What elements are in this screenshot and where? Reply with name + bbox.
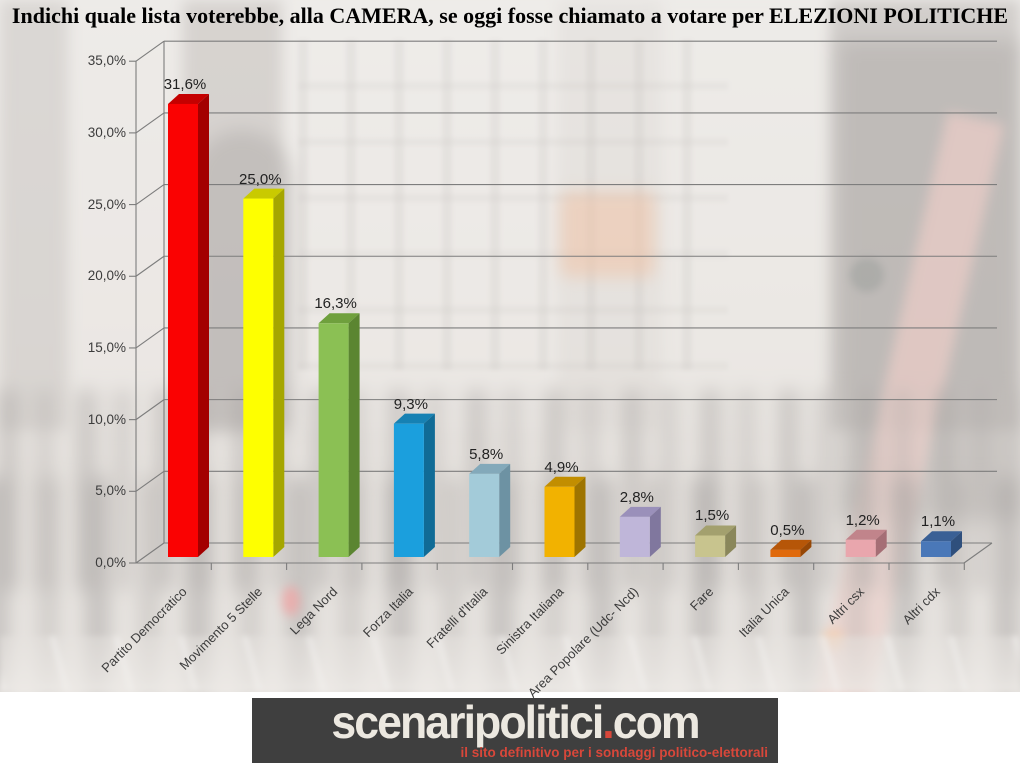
- gridline-depth: [135, 255, 165, 277]
- bar-side-italia-unica: [800, 539, 812, 557]
- y-axis-label: 10,0%: [87, 411, 126, 427]
- bar-side-sinistra-italiana: [574, 476, 586, 557]
- gridline-depth: [135, 327, 165, 349]
- bar-side-forza-italia: [423, 413, 435, 557]
- value-label-altri-cdx: 1,1%: [920, 513, 956, 531]
- bar-top-altri-cdx: [921, 531, 962, 542]
- value-label-area-popolare-udc-ncd: 2,8%: [619, 488, 654, 506]
- value-label-fratelli-d-italia: 5,8%: [469, 445, 504, 463]
- bar-top-forza-italia: [393, 413, 435, 424]
- gridline-depth: [135, 40, 165, 62]
- value-label-forza-italia: 9,3%: [393, 395, 428, 413]
- gridline-depth: [135, 112, 165, 134]
- chart-title: Indichi quale lista voterebbe, alla CAME…: [11, 3, 1009, 28]
- bar-fare: [695, 535, 726, 557]
- bar-forza-italia: [393, 423, 424, 557]
- bar-side-altri-cdx: [951, 531, 962, 557]
- site-logo-name: scenaripolitici: [331, 696, 604, 748]
- site-tagline: il sito definitivo per i sondaggi politi…: [460, 745, 768, 760]
- gridline-depth: [135, 184, 165, 206]
- gridline-depth: [135, 399, 165, 421]
- bar-fratelli-d-italia: [469, 473, 500, 557]
- y-axis-label: 0,0%: [95, 555, 126, 570]
- y-axis-label: 20,0%: [87, 268, 126, 284]
- bar-partito-democratico: [168, 103, 198, 557]
- bar-top-fare: [695, 525, 737, 536]
- value-label-italia-unica: 0,5%: [770, 521, 805, 539]
- bar-side-area-popolare-udc-ncd: [649, 506, 661, 557]
- y-axis-label: 35,0%: [87, 53, 126, 69]
- value-label-movimento-5-stelle: 25,0%: [239, 170, 282, 188]
- bar-altri-cdx: [921, 541, 951, 557]
- bar-side-fratelli-d-italia: [499, 463, 511, 557]
- bar-top-partito-democratico: [168, 93, 209, 104]
- bar-side-partito-democratico: [198, 93, 209, 557]
- value-label-fare: 1,5%: [694, 507, 730, 525]
- bar-top-area-popolare-udc-ncd: [619, 506, 661, 517]
- bar-side-lega-nord: [348, 313, 360, 557]
- y-axis-label: 25,0%: [87, 196, 126, 212]
- bar-altri-csx: [845, 539, 876, 557]
- y-axis-label: 15,0%: [87, 339, 126, 355]
- bar-italia-unica: [770, 549, 801, 557]
- bar-area-popolare-udc-ncd: [619, 516, 650, 557]
- bar-top-movimento-5-stelle: [243, 188, 285, 199]
- gridline-depth: [135, 470, 165, 492]
- site-logo-tld: com: [612, 696, 701, 748]
- bar-top-italia-unica: [770, 539, 812, 550]
- value-label-altri-csx: 1,2%: [845, 511, 880, 529]
- bar-sinistra-italiana: [544, 486, 575, 557]
- footer-banner: scenaripolitici.com il sito definitivo p…: [252, 696, 778, 763]
- site-logo-dot: .: [602, 696, 614, 748]
- floor-right-edge: [963, 542, 993, 564]
- value-label-lega-nord: 16,3%: [314, 295, 357, 313]
- bar-movimento-5-stelle: [243, 198, 274, 557]
- y-axis-label: 30,0%: [87, 124, 126, 140]
- gridline-depth: [135, 542, 165, 564]
- bar-top-sinistra-italiana: [544, 476, 586, 487]
- bar-top-altri-csx: [845, 529, 887, 540]
- y-axis-label: 5,0%: [95, 483, 126, 499]
- bar-top-fratelli-d-italia: [469, 463, 511, 474]
- bar-side-fare: [725, 525, 737, 557]
- value-label-sinistra-italiana: 4,9%: [544, 458, 579, 476]
- bar-lega-nord: [318, 323, 349, 557]
- bar-side-altri-csx: [875, 529, 887, 557]
- bar-side-movimento-5-stelle: [273, 188, 285, 557]
- site-logo-text: scenaripolitici.com: [260, 692, 770, 752]
- value-label-partito-democratico: 31,6%: [163, 75, 207, 93]
- bar-top-lega-nord: [318, 313, 360, 324]
